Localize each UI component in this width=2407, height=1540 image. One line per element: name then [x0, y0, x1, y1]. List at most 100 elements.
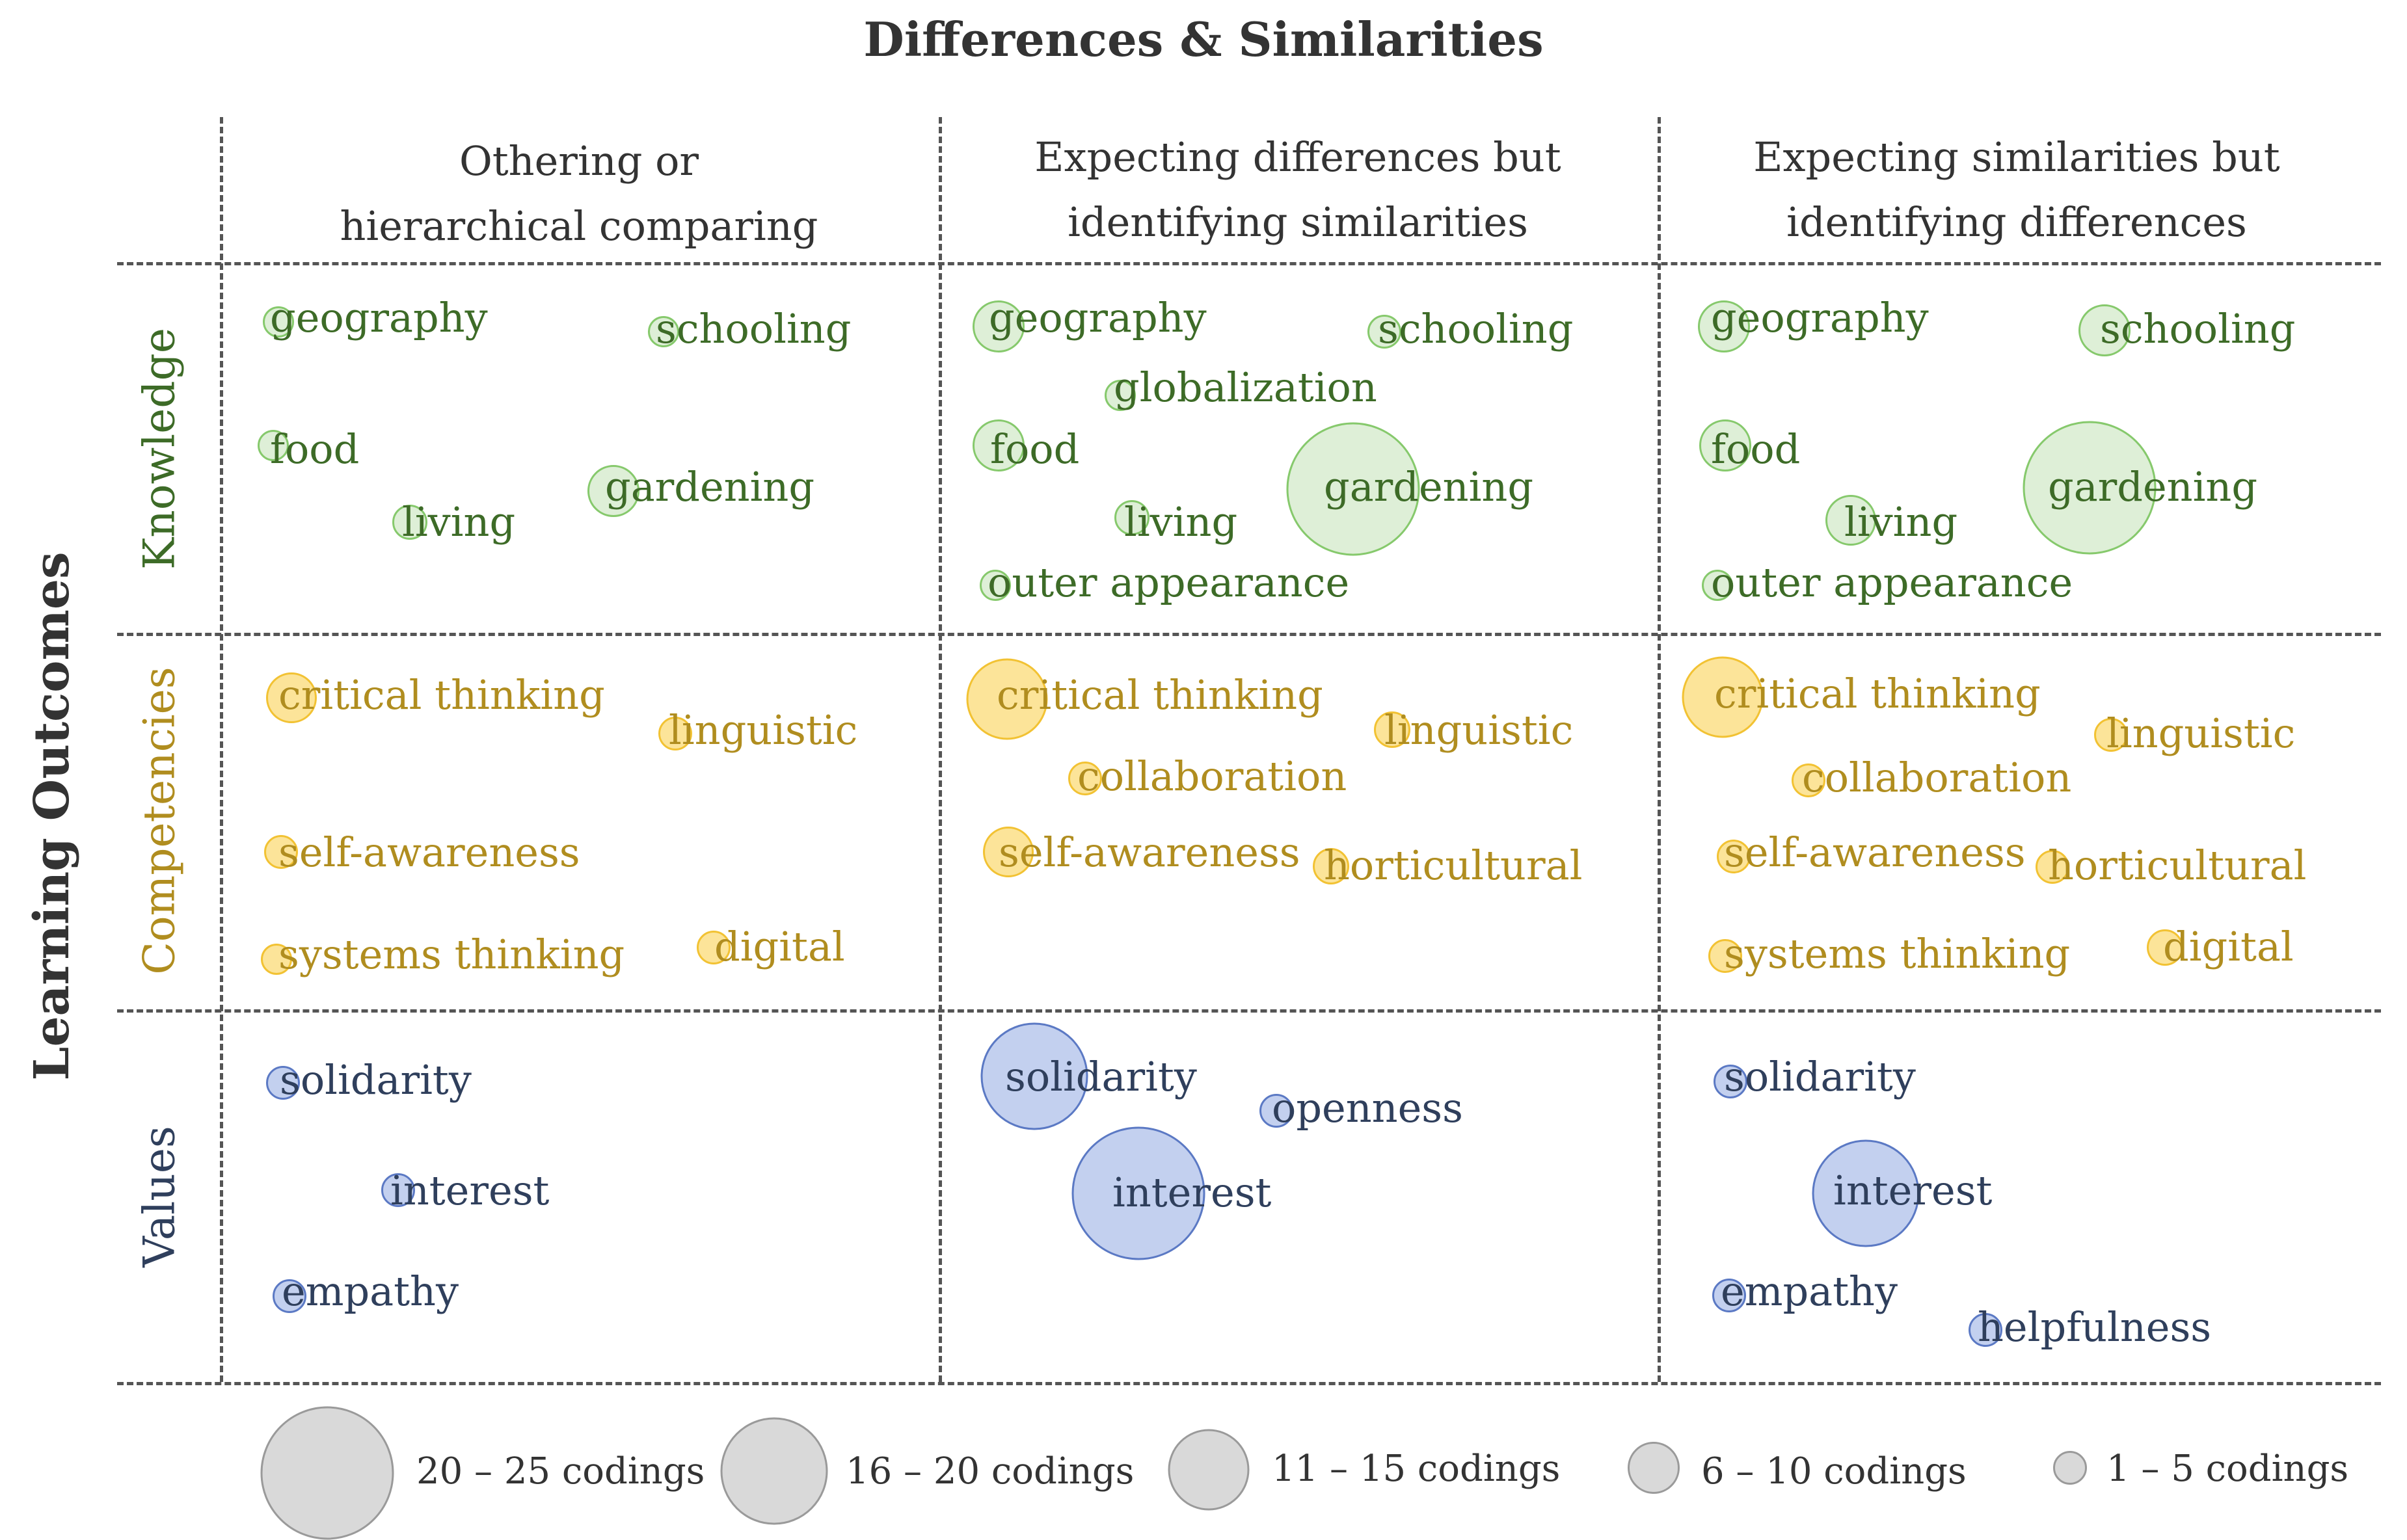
topic-label: self-awareness — [999, 829, 1300, 876]
legend-bubble — [1168, 1429, 1250, 1511]
column-header-line: hierarchical comparing — [340, 202, 818, 250]
topic-label: collaboration — [1802, 754, 2072, 801]
size-bubble — [1698, 300, 1750, 352]
size-bubble — [1105, 380, 1136, 411]
topic-label: critical thinking — [1714, 670, 2041, 717]
topic-label: interest — [1112, 1169, 1272, 1216]
size-bubble — [1702, 570, 1733, 601]
column-header: Expecting differences but identifying si… — [940, 125, 1656, 255]
size-bubble — [1682, 656, 1764, 738]
topic-label: systems thinking — [278, 931, 625, 978]
legend-label: 1 – 5 codings — [2106, 1448, 2349, 1490]
legend-bubble — [1628, 1442, 1680, 1494]
grid-line — [117, 1009, 2381, 1013]
legend-bubble — [260, 1406, 394, 1540]
topic-label: linguistic — [669, 706, 858, 754]
size-bubble — [2036, 850, 2069, 884]
size-bubble — [1714, 1065, 1747, 1098]
size-bubble — [587, 465, 639, 517]
legend-bubble — [720, 1417, 828, 1525]
size-bubble — [1259, 1094, 1293, 1128]
size-bubble — [381, 1173, 415, 1207]
topic-label: solidarity — [1724, 1053, 1916, 1100]
topic-label: geography — [989, 294, 1207, 341]
size-bubble — [266, 1066, 300, 1100]
size-bubble — [2023, 421, 2157, 555]
size-bubble — [263, 306, 294, 338]
topic-label: geography — [1711, 294, 1929, 341]
size-bubble — [697, 931, 731, 964]
topic-label: collaboration — [1077, 752, 1347, 800]
topic-label: globalization — [1114, 364, 1377, 411]
topic-label: interest — [390, 1167, 550, 1214]
topic-label: openness — [1272, 1084, 1463, 1132]
topic-label: schooling — [2100, 305, 2296, 352]
size-bubble — [658, 717, 692, 750]
axis-title: Learning Outcomes — [24, 551, 80, 1081]
topic-label: food — [990, 425, 1080, 473]
size-bubble — [1286, 422, 1420, 556]
topic-label: digital — [714, 923, 845, 970]
size-bubble — [973, 300, 1025, 352]
size-bubble — [1792, 763, 1825, 797]
topic-label: interest — [1833, 1167, 1993, 1214]
size-bubble — [2078, 304, 2131, 356]
size-bubble — [980, 1022, 1088, 1130]
size-bubble — [1969, 1313, 2002, 1347]
size-bubble — [2147, 929, 2183, 966]
topic-label: food — [270, 425, 360, 473]
size-bubble — [1699, 419, 1751, 471]
topic-label: gardening — [2048, 463, 2258, 511]
size-bubble — [264, 835, 298, 869]
size-bubble — [261, 944, 292, 975]
size-bubble — [983, 827, 1034, 877]
topic-label: schooling — [656, 305, 852, 352]
size-bubble — [1708, 939, 1742, 973]
size-bubble — [1812, 1139, 1920, 1247]
topic-label: self-awareness — [1724, 829, 2026, 876]
topic-label: helpfulness — [1978, 1303, 2212, 1351]
topic-label: empathy — [282, 1268, 459, 1315]
grid-line — [220, 117, 223, 1382]
topic-label: gardening — [605, 463, 815, 511]
row-label-competencies: Competencies — [134, 667, 185, 975]
size-bubble — [966, 658, 1048, 740]
topic-label: linguistic — [1384, 706, 1574, 754]
grid-line — [117, 1382, 2381, 1385]
topic-label: living — [1844, 498, 1958, 546]
size-bubble — [266, 672, 317, 723]
topic-label: empathy — [1721, 1268, 1898, 1315]
topic-label: horticultural — [1324, 842, 1583, 889]
topic-label: living — [402, 498, 516, 546]
size-bubble — [1367, 315, 1401, 349]
legend-bubble — [2053, 1451, 2087, 1485]
topic-label: food — [1711, 425, 1801, 473]
topic-label: geography — [270, 294, 488, 341]
size-bubble — [1114, 500, 1150, 535]
topic-label: linguistic — [2106, 710, 2296, 757]
column-header: Expecting similarities but identifying d… — [1659, 125, 2374, 255]
size-bubble — [973, 419, 1025, 471]
column-header-line: Expecting differences but — [1034, 133, 1561, 181]
size-bubble — [1712, 1279, 1746, 1312]
topic-label: outer appearance — [988, 559, 1350, 606]
size-bubble — [258, 430, 289, 461]
topic-label: critical thinking — [997, 671, 1323, 719]
grid-line — [117, 262, 2381, 265]
topic-label: living — [1124, 498, 1238, 546]
topic-label: systems thinking — [1724, 930, 2071, 977]
topic-label: solidarity — [280, 1056, 472, 1104]
grid-line — [1658, 117, 1661, 1382]
size-bubble — [273, 1279, 306, 1313]
size-bubble — [2094, 718, 2128, 752]
chart-title: Differences & Similarities — [863, 12, 1544, 67]
size-bubble — [1825, 495, 1876, 546]
size-bubble — [392, 505, 427, 540]
size-bubble — [1313, 848, 1349, 884]
topic-label: critical thinking — [278, 671, 605, 719]
topic-label: self-awareness — [278, 829, 580, 876]
size-bubble — [980, 570, 1011, 601]
column-header-line: Expecting similarities but — [1753, 133, 2280, 181]
size-bubble — [1068, 762, 1102, 795]
size-bubble — [1717, 840, 1751, 873]
